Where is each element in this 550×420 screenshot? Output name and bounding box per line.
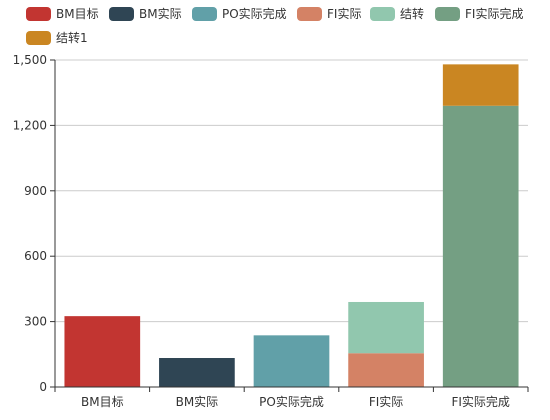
legend-label: 结转	[400, 7, 425, 21]
legend-label: PO实际完成	[222, 7, 287, 21]
legend-label: BM目标	[56, 7, 99, 21]
x-tick-label: FI实际	[369, 394, 403, 409]
x-tick-label: FI实际完成	[451, 394, 509, 409]
y-tick-label: 0	[39, 380, 47, 394]
x-tick-label: PO实际完成	[259, 394, 324, 409]
x-tick-label: BM目标	[81, 395, 124, 409]
bar[interactable]	[442, 105, 519, 387]
legend-label: FI实际完成	[465, 7, 524, 21]
legend-swatch	[26, 6, 51, 21]
legend-item-po-completed[interactable]: PO实际完成	[192, 5, 287, 22]
legend-swatch	[297, 6, 322, 21]
legend-item-bm-target[interactable]: BM目标	[26, 5, 99, 22]
legend-item-carryover[interactable]: 结转	[370, 5, 424, 22]
legend-item-bm-actual[interactable]: BM实际	[109, 5, 182, 22]
bar[interactable]	[442, 64, 519, 106]
bar[interactable]	[348, 353, 424, 387]
legend-label: FI实际	[327, 7, 362, 21]
bar[interactable]	[64, 316, 141, 387]
y-tick-label: 1,200	[13, 118, 47, 132]
y-tick-label: 1,500	[13, 53, 47, 67]
legend-swatch	[109, 6, 134, 21]
bar[interactable]	[253, 335, 330, 387]
legend: BM目标 BM实际 PO实际完成 FI实际 结转 FI实际完成 结转1	[0, 0, 550, 52]
bar[interactable]	[159, 358, 235, 387]
legend-label: 结转1	[56, 31, 88, 45]
legend-item-fi-actual[interactable]: FI实际	[297, 5, 361, 22]
legend-swatch	[26, 30, 51, 45]
legend-item-carryover-1[interactable]: 结转1	[26, 29, 88, 46]
legend-label: BM实际	[139, 7, 182, 21]
bar[interactable]	[348, 301, 424, 354]
legend-swatch	[370, 6, 395, 21]
x-tick-label: BM实际	[176, 394, 219, 409]
y-tick-label: 900	[24, 184, 47, 198]
y-tick-label: 600	[24, 249, 47, 263]
legend-swatch	[435, 6, 460, 21]
legend-item-fi-completed[interactable]: FI实际完成	[435, 5, 523, 22]
y-tick-label: 300	[24, 315, 47, 329]
legend-swatch	[192, 6, 217, 21]
